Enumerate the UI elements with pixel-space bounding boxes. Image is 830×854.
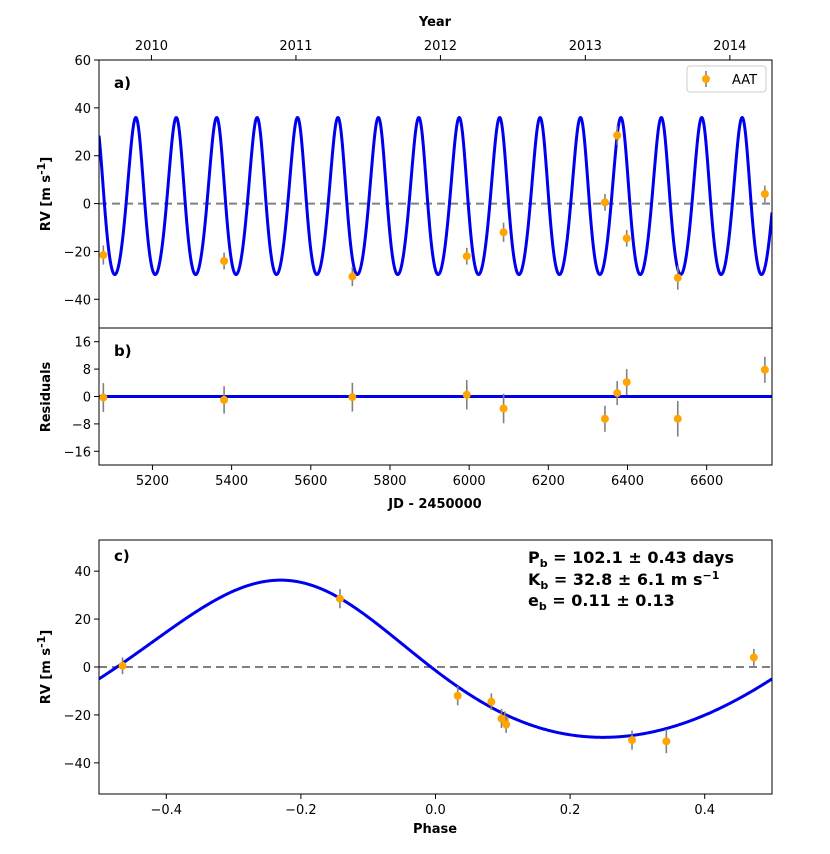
panel-b: −16 −8 0 8 16 5200 5400 5600 5800 6000 6200 6400 66…	[39, 327, 773, 512]
panel-b-point	[348, 393, 357, 402]
panel-a-point	[220, 257, 229, 265]
panel-a-y-label: RV [m s-1]	[35, 157, 54, 232]
top-axis-tick-label: 2010	[135, 39, 168, 54]
panel-a-y-tick-label: −40	[64, 293, 91, 308]
top-axis-tick-label: 2012	[424, 39, 457, 54]
panel-a-data-points	[99, 125, 769, 290]
panel-c-model-curve	[99, 578, 772, 739]
panel-c-y-tick-label: 40	[74, 565, 91, 580]
eccentricity-annotation: eb = 0.11 ± 0.13	[528, 591, 675, 613]
panel-c-point	[749, 653, 758, 662]
panel-b-point	[673, 414, 682, 423]
panel-b-x-tick-label: 5800	[373, 474, 406, 489]
panel-a-y-tick-label: 60	[74, 54, 91, 69]
panel-b-data-points	[99, 356, 769, 437]
semi-amplitude-annotation: Kb = 32.8 ± 6.1 m s−1	[528, 569, 719, 592]
panel-a-point	[622, 234, 631, 243]
panel-c-point	[662, 737, 671, 746]
panel-c-x-tick-label: 0.2	[560, 803, 581, 818]
panel-c-y-tick-label: −40	[64, 757, 91, 772]
panel-b-y-tick-label: 8	[83, 363, 91, 378]
panel-b-y-tick-label: −8	[72, 418, 91, 433]
panel-b-y-tick-label: 16	[74, 336, 91, 351]
panel-c-label: c)	[114, 547, 130, 565]
panel-b-x-ticks: 5200 5400 5600 5800 6000 6200 6400 6600	[136, 465, 723, 489]
panel-c-point	[453, 691, 462, 700]
panel-b-frame	[98, 327, 773, 466]
panel-b-y-label: Residuals	[39, 361, 54, 432]
top-axis-label: Year	[418, 15, 452, 30]
panel-a-y-tick-label: −20	[64, 245, 91, 260]
legend: AAT	[686, 65, 767, 93]
panel-c-point	[335, 594, 344, 603]
panel-b-point	[760, 365, 769, 374]
top-axis-tick-label: 2011	[279, 39, 312, 54]
panel-c-x-ticks: −0.4 −0.2 0.0 0.2 0.4	[151, 794, 715, 818]
panel-c-frame	[98, 539, 773, 795]
panel-b-x-tick-label: 6000	[453, 474, 486, 489]
panel-c-point	[628, 736, 637, 745]
panel-a: Year 2010 2011 2012 2013 2014 −40−200204060 …	[35, 15, 773, 329]
top-axis-tick-label: 2013	[569, 39, 602, 54]
panel-b-point	[600, 414, 609, 423]
panel-c-x-tick-label: −0.2	[285, 803, 317, 818]
panel-a-label: a)	[114, 74, 131, 92]
panel-b-x-tick-label: 5200	[136, 474, 169, 489]
panel-a-y-tick-label: 20	[74, 150, 91, 165]
panel-a-point	[613, 131, 622, 140]
panel-b-point	[462, 390, 471, 399]
panel-a-point	[760, 190, 769, 198]
panel-a-point	[99, 251, 108, 260]
top-axis-tick-label: 2014	[713, 39, 746, 54]
panel-b-point	[613, 389, 622, 398]
panel-a-point	[348, 272, 357, 281]
panel-c-y-tick-label: 20	[74, 613, 91, 628]
legend-marker	[702, 75, 710, 83]
panel-c-x-tick-label: −0.4	[151, 803, 183, 818]
panel-a-model-curve	[99, 115, 772, 277]
panel-a-point	[462, 252, 471, 261]
panel-a-y-ticks: −40 −20 0 20 40 60	[64, 54, 99, 308]
panel-c-y-ticks: −40 −20 0 20 40	[64, 565, 99, 772]
panel-b-y-tick-label: 0	[83, 391, 91, 406]
panel-c-x-tick-label: 0.4	[694, 803, 715, 818]
panel-b-x-tick-label: 5400	[215, 474, 248, 489]
panel-b-point	[499, 404, 508, 413]
panel-b-point	[622, 378, 631, 387]
panel-b-x-label: JD - 2450000	[387, 497, 481, 512]
panel-a-y-tick-label: 40	[74, 102, 91, 117]
top-axis-ticks: 2010 2011 2012 2013 2014	[135, 39, 746, 60]
panel-b-x-tick-label: 5600	[294, 474, 327, 489]
panel-c: −40 −20 0 20 40 −0.4 −0.2 0.0 0.2 0.4 c) Pb = 10…	[35, 539, 773, 837]
panel-b-x-tick-label: 6600	[690, 474, 723, 489]
panel-a-point	[673, 273, 682, 282]
panel-b-label: b)	[114, 342, 132, 360]
panel-c-point	[502, 720, 511, 729]
period-annotation: Pb = 102.1 ± 0.43 days	[528, 548, 734, 570]
panel-c-y-tick-label: 0	[83, 661, 91, 676]
panel-b-y-tick-label: −16	[64, 445, 91, 460]
panel-c-data-points	[118, 589, 758, 754]
panel-b-x-tick-label: 6200	[532, 474, 565, 489]
panel-b-point	[99, 393, 108, 402]
panel-b-x-tick-label: 6400	[611, 474, 644, 489]
panel-c-x-tick-label: 0.0	[425, 803, 446, 818]
panel-a-point	[600, 198, 609, 207]
panel-a-y-tick-label: 0	[83, 198, 91, 213]
panel-c-y-tick-label: −20	[64, 709, 91, 724]
legend-label: AAT	[732, 73, 757, 88]
panel-b-y-ticks: −16 −8 0 8 16	[64, 336, 99, 460]
panel-c-y-label: RV [m s-1]	[35, 630, 54, 705]
panel-c-point	[118, 661, 127, 670]
panel-c-x-label: Phase	[413, 822, 457, 837]
panel-c-point	[487, 697, 496, 706]
panel-a-point	[499, 228, 508, 237]
panel-b-point	[220, 395, 229, 404]
